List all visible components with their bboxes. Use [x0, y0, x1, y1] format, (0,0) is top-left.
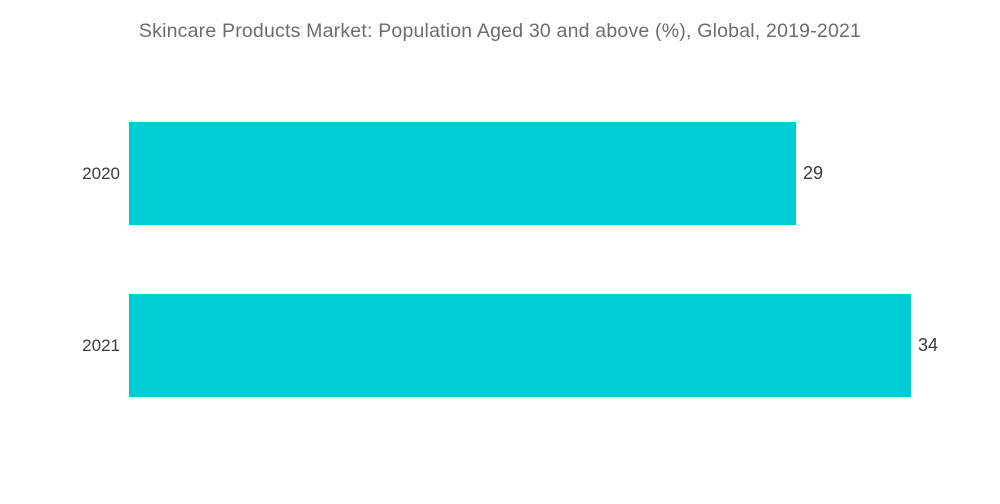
bar-row-2020: 2020 29: [0, 122, 1000, 225]
value-label-2021: 34: [918, 335, 939, 355]
category-label-2020: 2020: [82, 163, 120, 183]
bar-2020: [129, 122, 796, 225]
bar-2021: [129, 294, 911, 397]
value-label-2020: 29: [803, 163, 824, 183]
chart-title: Skincare Products Market: Population Age…: [138, 20, 862, 42]
bar-row-2021: 2021 34: [0, 294, 1000, 397]
category-label-2021: 2021: [82, 335, 120, 355]
